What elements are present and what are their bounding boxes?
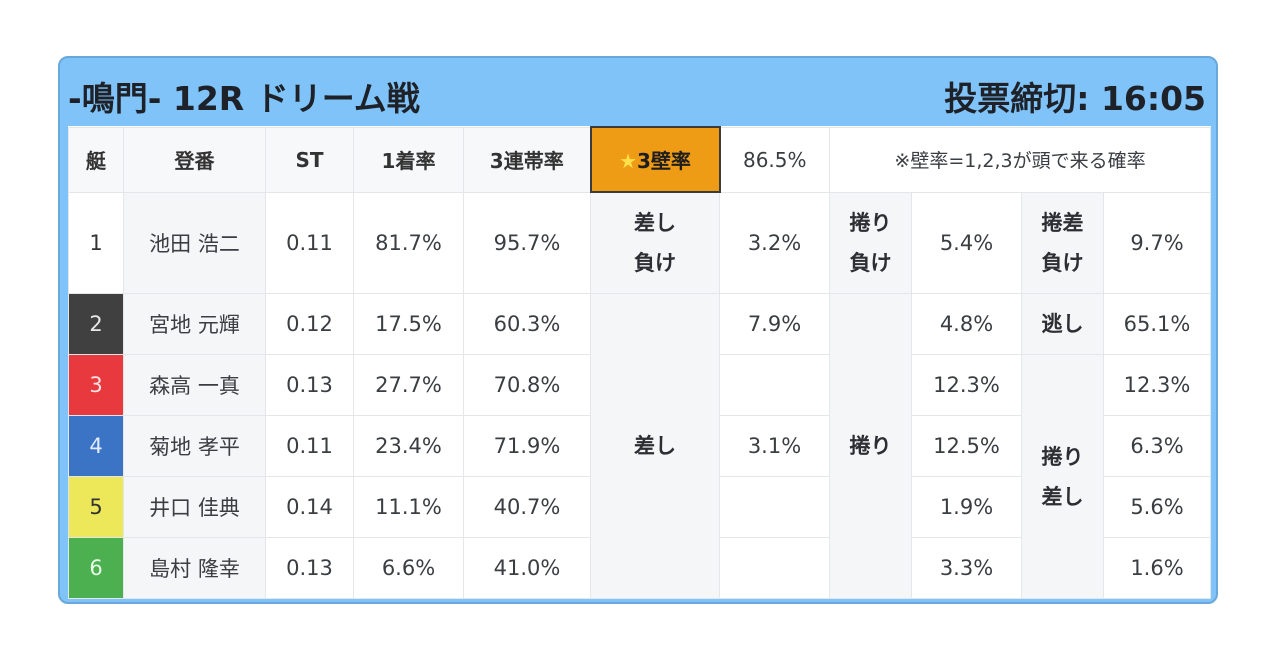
table-row: 5 井口 佳典 0.14 11.1% 40.7% 1.9% 5.6% (68, 476, 1211, 538)
race-table: 艇 登番 ST 1着率 3連帯率 ★3壁率 86.5% ※壁率=1,2,3が頭で… (68, 126, 1211, 599)
st-value: 0.11 (265, 191, 354, 294)
kind-line: 捲差 (1041, 210, 1084, 235)
kind-line: 負け (849, 250, 892, 275)
wall-rate-label: 3壁率 (637, 149, 691, 173)
table-header-row: 艇 登番 ST 1着率 3連帯率 ★3壁率 86.5% ※壁率=1,2,3が頭で… (68, 126, 1211, 193)
race-header: -鳴門- 12R ドリーム戦 投票締切: 16:05 (60, 58, 1216, 128)
rate-c-value: 1.6% (1103, 537, 1211, 599)
wall-rate-note: ※壁率=1,2,3が頭で来る確率 (829, 126, 1211, 193)
racer-name: 井口 佳典 (123, 476, 266, 538)
racer-name: 島村 隆幸 (123, 537, 266, 599)
table-row: 3 森高 一真 0.13 27.7% 70.8% 12.3% 捲り差し 12.3… (68, 354, 1211, 599)
rate-c-value: 9.7% (1103, 191, 1211, 294)
rate-a-value: 3.1% (719, 415, 830, 477)
top3-rate-value: 40.7% (463, 476, 591, 538)
first-rate-value: 23.4% (353, 415, 464, 477)
racer-name: 森高 一真 (123, 354, 266, 416)
kind-makuri: 捲り (829, 293, 912, 599)
st-value: 0.13 (265, 537, 354, 599)
col-header-name: 登番 (123, 126, 266, 193)
first-rate-value: 6.6% (353, 537, 464, 599)
kind-line: 負け (634, 251, 676, 275)
table-row: 1 池田 浩二 0.11 81.7% 95.7% 差し 負け 3.2% 捲り 負け … (68, 191, 1211, 294)
kind-line: 差し (634, 211, 676, 235)
col-header-st: ST (265, 126, 354, 193)
table-row: 2 宮地 元輝 0.12 17.5% 60.3% 差し 7.9% 捲り 4.8%… (68, 293, 1211, 599)
voting-deadline: 投票締切: 16:05 (944, 79, 1206, 118)
wall-rate-badge: ★3壁率 (589, 126, 721, 193)
first-rate-value: 11.1% (353, 476, 464, 538)
kind-line: 捲り (849, 210, 892, 235)
first-rate-value: 27.7% (353, 354, 464, 416)
rate-a-value (719, 354, 830, 416)
racer-name: 菊地 孝平 (123, 415, 266, 477)
top3-rate-value: 70.8% (463, 354, 591, 416)
kind-line: 差し (1041, 484, 1084, 509)
rate-a-value (719, 537, 830, 599)
rate-c-value: 65.1% (1103, 293, 1211, 355)
st-value: 0.11 (265, 415, 354, 477)
kind-makurisashi: 捲り 差し (1021, 354, 1104, 599)
rate-c-value: 5.6% (1103, 476, 1211, 538)
col-header-first-rate: 1着率 (353, 126, 464, 193)
kind-sashi: 差し (590, 293, 720, 599)
kind-makurisashi-make: 捲差 負け (1021, 191, 1104, 294)
rate-b-value: 1.9% (911, 476, 1022, 538)
lane-badge-1: 1 (68, 191, 124, 294)
star-icon: ★ (619, 149, 637, 173)
racer-name: 宮地 元輝 (123, 293, 266, 355)
lane-badge-6: 6 (68, 537, 124, 599)
kind-nigashi: 逃し (1021, 293, 1104, 355)
kind-line: 捲り (1041, 444, 1084, 469)
lane-badge-2: 2 (68, 293, 124, 355)
lane-badge-5: 5 (68, 476, 124, 538)
rate-c-value: 6.3% (1103, 415, 1211, 477)
kind-sashi-make: 差し 負け (590, 191, 720, 294)
table-row: 4 菊地 孝平 0.11 23.4% 71.9% 3.1% 12.5% 6.3% (68, 415, 1211, 477)
rate-b-value: 5.4% (911, 191, 1022, 294)
st-value: 0.12 (265, 293, 354, 355)
kind-makuri-make: 捲り 負け (829, 191, 912, 294)
col-header-lane: 艇 (68, 126, 124, 193)
rate-b-value: 12.5% (911, 415, 1022, 477)
wall-rate-value: 86.5% (719, 126, 830, 193)
racer-name: 池田 浩二 (123, 191, 266, 294)
top3-rate-value: 60.3% (463, 293, 591, 355)
rate-a-value: 3.2% (719, 191, 830, 294)
rate-a-value: 7.9% (719, 293, 830, 355)
rate-a-value (719, 476, 830, 538)
first-rate-value: 17.5% (353, 293, 464, 355)
race-card: -鳴門- 12R ドリーム戦 投票締切: 16:05 艇 登番 ST 1着率 3… (58, 56, 1218, 604)
top3-rate-value: 95.7% (463, 191, 591, 294)
st-value: 0.14 (265, 476, 354, 538)
first-rate-value: 81.7% (353, 191, 464, 294)
lane-badge-3: 3 (68, 354, 124, 416)
rate-c-value: 12.3% (1103, 354, 1211, 416)
rate-b-value: 4.8% (911, 293, 1022, 355)
rate-b-value: 3.3% (911, 537, 1022, 599)
col-header-top3-rate: 3連帯率 (463, 126, 591, 193)
top3-rate-value: 71.9% (463, 415, 591, 477)
kind-line: 負け (1041, 250, 1084, 275)
top3-rate-value: 41.0% (463, 537, 591, 599)
race-title: -鳴門- 12R ドリーム戦 (68, 79, 420, 118)
st-value: 0.13 (265, 354, 354, 416)
table-row: 6 島村 隆幸 0.13 6.6% 41.0% 3.3% 1.6% (68, 537, 1211, 599)
rate-b-value: 12.3% (911, 354, 1022, 416)
lane-badge-4: 4 (68, 415, 124, 477)
